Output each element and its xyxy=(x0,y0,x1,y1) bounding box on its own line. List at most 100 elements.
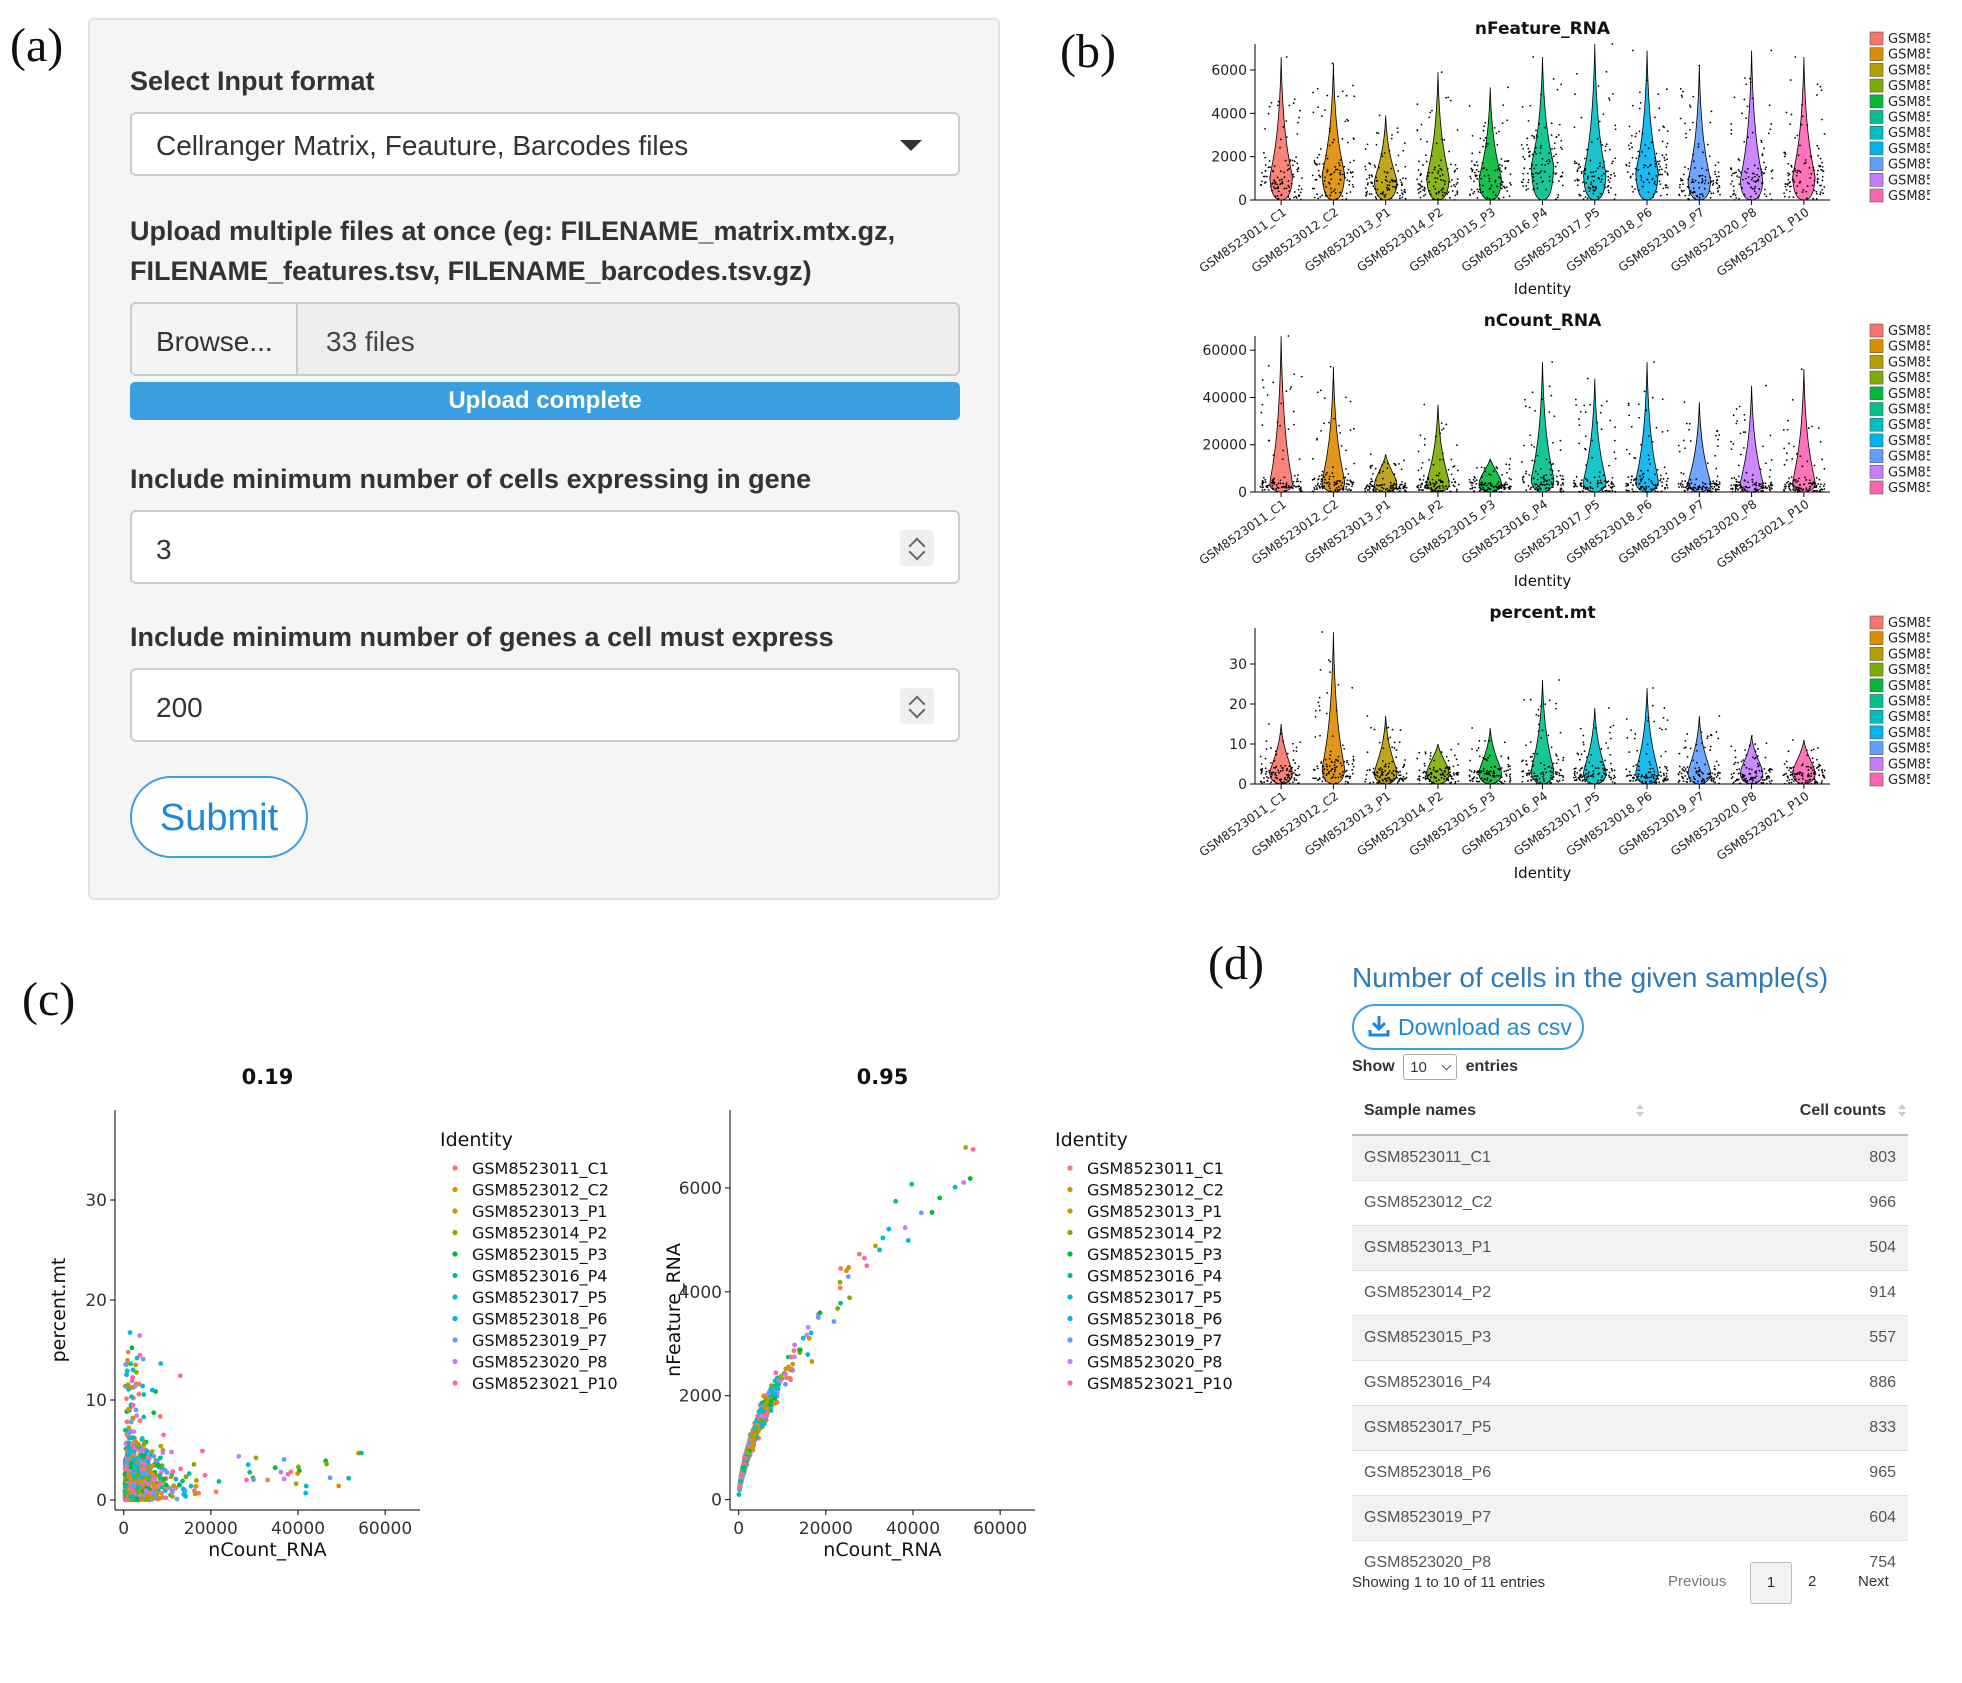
data-point xyxy=(1652,196,1654,199)
data-point xyxy=(1630,478,1633,481)
data-point xyxy=(1473,770,1476,772)
data-point xyxy=(1783,463,1786,466)
data-point xyxy=(1661,481,1663,484)
data-point xyxy=(1319,668,1322,671)
data-point xyxy=(1553,147,1556,150)
data-point xyxy=(1437,191,1440,194)
data-point xyxy=(1715,467,1718,470)
data-point xyxy=(1433,759,1436,762)
data-point xyxy=(1588,771,1590,774)
data-point xyxy=(1321,194,1324,197)
data-point xyxy=(1576,752,1579,755)
data-point xyxy=(1335,709,1338,712)
input-format-select[interactable]: Cellranger Matrix, Feauture, Barcodes fi… xyxy=(130,112,960,176)
data-point xyxy=(1389,780,1392,782)
data-point xyxy=(1683,747,1686,749)
data-point xyxy=(1437,479,1440,481)
data-point xyxy=(1384,763,1387,766)
data-point xyxy=(1552,768,1555,771)
data-point xyxy=(1370,181,1372,184)
data-point xyxy=(1391,772,1393,774)
data-point xyxy=(1603,772,1605,775)
data-point xyxy=(1329,127,1331,130)
data-point xyxy=(1378,166,1380,169)
legend-swatch xyxy=(1869,725,1884,740)
data-point xyxy=(1650,776,1652,778)
data-point xyxy=(1638,487,1641,490)
data-point xyxy=(1416,129,1419,131)
data-point xyxy=(1290,182,1293,185)
data-point xyxy=(130,1402,136,1408)
min-genes-input[interactable]: 200 xyxy=(130,668,960,742)
data-point xyxy=(1283,476,1286,479)
data-point xyxy=(1366,143,1369,146)
data-point xyxy=(1818,478,1821,481)
data-point xyxy=(1807,769,1810,771)
data-point xyxy=(1580,170,1583,173)
file-upload-input[interactable]: Browse... 33 files xyxy=(130,302,960,376)
data-point xyxy=(1562,759,1565,762)
data-point xyxy=(141,1392,147,1397)
data-point xyxy=(245,1462,251,1468)
data-point xyxy=(157,1414,163,1419)
violin-points xyxy=(1416,71,1459,201)
data-point xyxy=(1741,486,1744,489)
data-point xyxy=(1536,485,1539,487)
data-point xyxy=(1333,188,1336,191)
data-point xyxy=(1468,478,1471,481)
data-point xyxy=(1521,476,1524,479)
data-point xyxy=(1284,490,1287,493)
data-point xyxy=(1495,132,1498,135)
data-point xyxy=(1425,178,1428,180)
legend-label: GSM8523017_P5 xyxy=(1888,126,1930,141)
data-point xyxy=(1315,777,1317,780)
data-point xyxy=(1589,187,1592,190)
data-point xyxy=(1816,94,1818,96)
spinner-icon[interactable] xyxy=(900,688,934,724)
browse-button[interactable]: Browse... xyxy=(132,304,298,374)
data-point xyxy=(1584,765,1587,767)
data-point xyxy=(1652,483,1655,486)
data-point xyxy=(1338,486,1340,488)
data-point xyxy=(1296,133,1299,135)
data-point xyxy=(1734,749,1737,752)
data-point xyxy=(1456,193,1459,196)
data-point xyxy=(1326,768,1329,771)
data-point xyxy=(1757,748,1759,750)
spinner-icon[interactable] xyxy=(900,530,934,566)
data-point xyxy=(1487,482,1490,485)
data-point xyxy=(1634,178,1637,181)
data-point xyxy=(1471,780,1474,782)
legend-swatch xyxy=(1869,417,1884,432)
data-point xyxy=(1659,194,1662,197)
data-point xyxy=(1329,750,1332,753)
data-point xyxy=(1814,482,1817,485)
data-point xyxy=(1285,486,1288,489)
data-point xyxy=(1535,164,1538,167)
data-point xyxy=(1661,173,1664,176)
data-point xyxy=(1277,487,1280,489)
data-point xyxy=(1812,748,1815,751)
data-point xyxy=(1754,175,1756,178)
data-point xyxy=(1560,487,1562,490)
legend-swatch xyxy=(1869,741,1884,755)
data-point xyxy=(1666,486,1669,489)
data-point xyxy=(288,1469,294,1475)
data-point xyxy=(1604,759,1606,762)
data-point xyxy=(1652,775,1655,778)
data-point xyxy=(1709,745,1712,748)
data-point xyxy=(1737,168,1740,171)
data-point xyxy=(1404,177,1407,180)
submit-button[interactable]: Submit xyxy=(130,776,308,858)
x-tick-label: GSM8523021_P10 xyxy=(1714,205,1811,279)
legend-label: GSM8523021_P10 xyxy=(1888,773,1930,788)
data-point xyxy=(1757,490,1759,493)
data-point xyxy=(1574,779,1576,782)
min-cells-input[interactable]: 3 xyxy=(130,510,960,584)
data-point xyxy=(1743,778,1746,781)
data-point xyxy=(1532,180,1535,182)
y-tick-label: 20 xyxy=(85,1291,107,1311)
data-point xyxy=(1352,186,1355,188)
data-point xyxy=(1598,471,1601,474)
x-tick-label: GSM8523019_P7 xyxy=(1616,205,1707,275)
